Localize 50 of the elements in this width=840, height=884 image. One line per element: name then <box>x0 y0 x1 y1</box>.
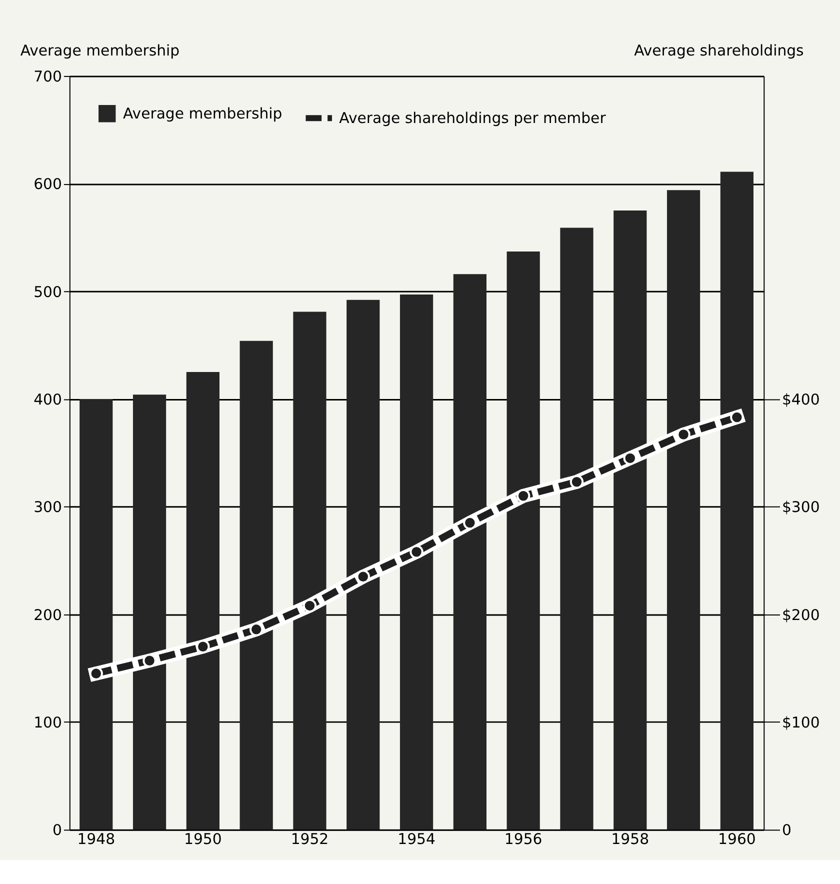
x-tick-label: 1952 <box>290 830 329 848</box>
bar <box>453 274 486 830</box>
point <box>249 622 264 636</box>
x-tick-label: 1960 <box>718 830 756 848</box>
y-tick-label: 300 <box>34 498 62 516</box>
y-tick-label: 500 <box>34 282 62 301</box>
bar <box>293 312 326 830</box>
y2-tick-label: $200 <box>782 606 820 624</box>
bar <box>240 340 273 830</box>
legend-label: Average shareholdings per member <box>339 109 607 128</box>
point <box>302 598 317 613</box>
legend-label: Average membership <box>122 104 282 123</box>
y-tick-label: 100 <box>34 713 62 732</box>
point <box>730 410 744 424</box>
point <box>196 640 210 654</box>
y-tick-label: 400 <box>34 390 62 408</box>
point <box>410 545 424 559</box>
bar <box>560 228 594 830</box>
x-tick-label: 1958 <box>611 830 650 848</box>
x-tick-label: 1950 <box>184 830 222 848</box>
x-tick-label: 1954 <box>398 830 436 848</box>
point <box>142 654 156 668</box>
point <box>676 428 690 442</box>
bar <box>186 372 220 830</box>
bar <box>346 300 380 830</box>
y2-tick-label: 0 <box>782 821 792 840</box>
bar <box>506 251 540 830</box>
y-axis-title: Average membership <box>20 42 180 60</box>
y2-tick-label: $300 <box>782 498 820 516</box>
point <box>623 451 637 466</box>
bar <box>132 394 166 830</box>
bar <box>400 294 434 830</box>
x-tick-label: 1956 <box>504 830 542 848</box>
y-tick-label: 600 <box>34 175 62 194</box>
bar <box>666 190 700 830</box>
point <box>463 516 477 530</box>
y-tick-label: 700 <box>34 67 62 86</box>
y-tick-label: 200 <box>34 606 62 624</box>
point <box>516 489 530 503</box>
bar <box>720 172 754 830</box>
bar <box>80 398 113 830</box>
y2-tick-label: $100 <box>782 713 820 732</box>
point <box>356 570 370 584</box>
y2-axis-title: Average shareholdings <box>634 42 804 60</box>
point <box>570 475 584 489</box>
y2-tick-label: $400 <box>782 390 820 408</box>
bar <box>614 210 647 830</box>
point <box>89 666 103 680</box>
x-tick-label: 1948 <box>77 830 116 848</box>
y-tick-label: 0 <box>52 821 62 840</box>
